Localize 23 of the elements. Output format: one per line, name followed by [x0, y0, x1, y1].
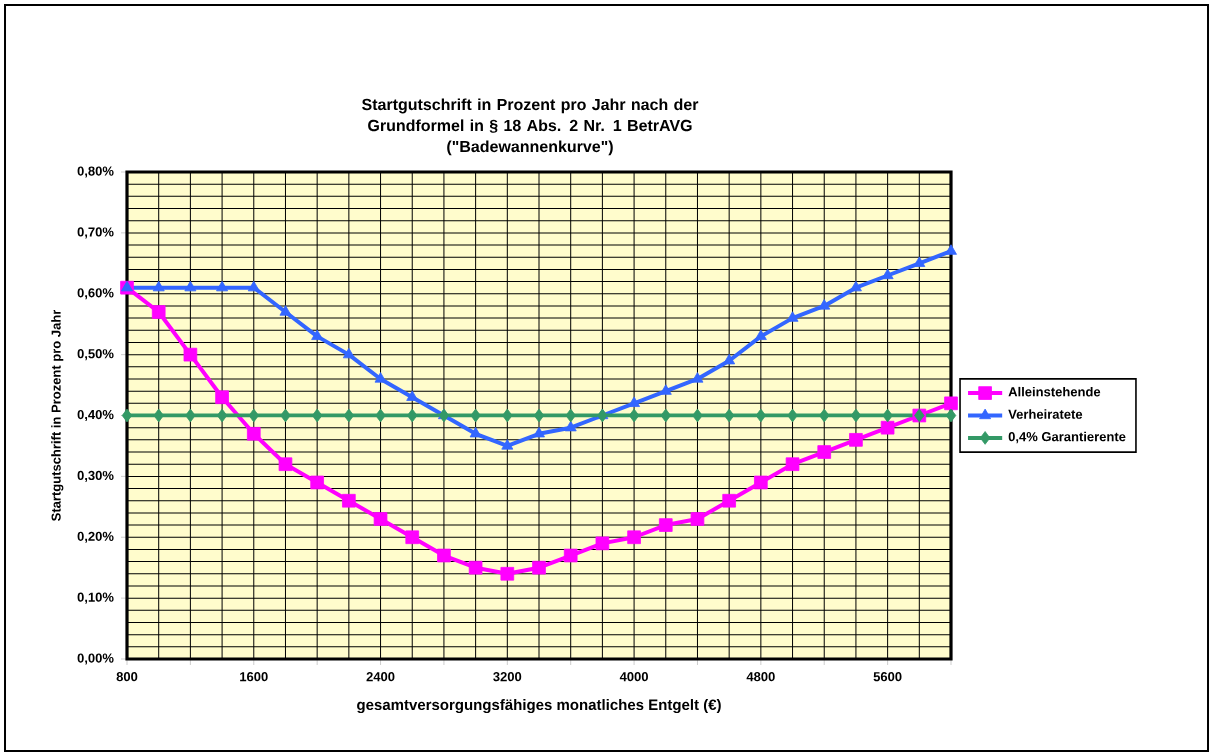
x-tick-label: 4000	[619, 672, 648, 682]
y-tick-label: 0,10%	[77, 592, 114, 604]
x-tick-label: 4800	[746, 672, 775, 682]
y-tick-label: 0,70%	[77, 227, 114, 239]
legend-label: Verheiratete	[1008, 409, 1083, 419]
y-tick-label: 0,80%	[77, 166, 114, 178]
legend-label: 0,4% Garantierente	[1008, 431, 1126, 444]
chart-title: Startgutschrift in Prozent pro Jahr nach der Grundformel in § 18 Abs. 2 Nr. 1 BetrAVG	[362, 98, 699, 133]
y-tick-label: 0,50%	[77, 349, 114, 361]
x-tick-label: 1600	[240, 672, 268, 682]
y-tick-label: 0,60%	[77, 288, 114, 300]
x-tick-label: 2400	[366, 672, 395, 682]
x-tick-label: 3200	[493, 672, 522, 682]
x-axis-title: gesamtversorgungsfähiges monatliches Entgelt (€)	[357, 699, 721, 714]
y-axis-title: Startgutschrift in Prozent pro Jahr	[51, 309, 64, 521]
legend-label: Alleinstehende	[1008, 386, 1101, 397]
y-tick-label: 0,40%	[77, 409, 114, 422]
y-tick-label: 0,20%	[77, 531, 114, 543]
y-tick-label: 0,30%	[77, 470, 114, 482]
x-tick-label: 800	[116, 672, 138, 682]
y-tick-label: 0,00%	[77, 653, 114, 665]
chart-subtitle: ("Badewannenkurve")	[447, 140, 613, 156]
x-tick-label: 5600	[873, 672, 902, 682]
